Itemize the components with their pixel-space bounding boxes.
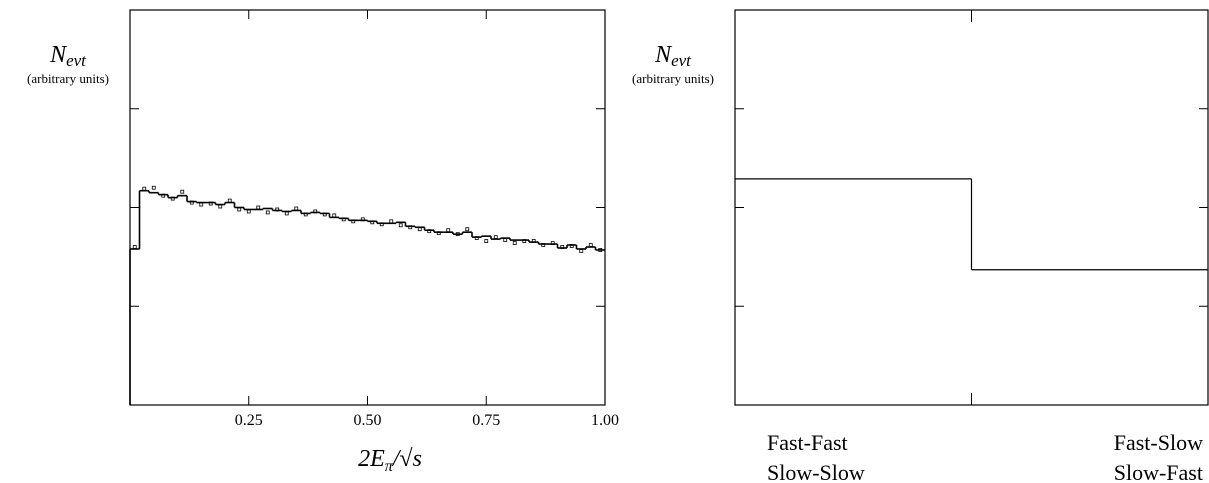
data-point [313,209,318,214]
data-point [265,210,270,215]
data-point [389,219,394,224]
data-point [560,245,565,249]
data-point [484,239,489,243]
data-point [493,235,498,240]
x-tick-label: 0.50 [354,412,382,429]
y-axis-label-note: (arbitrary units) [27,71,109,86]
data-point [151,185,156,190]
data-point [579,249,584,253]
data-point [465,227,470,232]
data-point [398,223,403,228]
data-point [541,243,546,247]
data-point [446,228,451,233]
data-point [379,222,384,227]
data-point [227,198,232,203]
data-point [417,227,422,232]
data-point [284,211,289,216]
data-point [512,241,517,245]
data-point [189,200,194,205]
data-point [360,217,365,222]
data-point [569,244,574,248]
data-point [132,245,137,249]
data-point [474,236,479,241]
data-point [332,213,337,218]
y-axis-label-main: N [49,42,68,68]
data-point [246,209,251,214]
x-category-label: Slow-Fast [1114,460,1203,483]
data-point [142,186,147,191]
data-point [427,229,432,234]
data-point [322,212,327,217]
data-point [598,248,603,252]
data-point [370,220,375,225]
data-point [503,238,508,242]
data-point [199,202,204,207]
y-axis-label-subscript: evt [671,51,692,70]
x-tick-label: 0.25 [235,412,263,429]
data-point [550,241,555,245]
data-point [522,239,527,243]
data-point [180,189,185,194]
x-category-label: Slow-Slow [767,460,865,483]
data-point [208,201,213,206]
y-axis-label: Nevt [654,42,692,70]
data-point [341,217,346,222]
data-point [408,225,413,230]
data-point [351,219,356,224]
data-point [294,206,299,211]
x-axis-label-main: 2E [358,446,385,472]
data-point [256,205,261,210]
data-point [531,239,536,243]
x-axis-label-subscript: π [385,458,394,475]
plot-frame [129,9,606,406]
data-point [170,196,175,201]
x-category-label: Fast-Slow [1114,430,1203,455]
x-tick-label: 1.00 [591,412,619,429]
y-axis-label-main: N [654,42,673,68]
data-point [455,232,460,237]
data-point [588,243,593,247]
data-point [303,212,308,217]
x-axis-label: 2Eπ/√s [358,446,422,475]
y-axis-label: Nevt [49,42,87,70]
x-category-label: Fast-Fast [767,430,848,455]
y-axis-label-note: (arbitrary units) [632,71,714,86]
x-tick-label: 0.75 [472,412,500,429]
data-point [218,204,223,209]
data-point [161,193,166,198]
data-point [275,207,280,212]
x-axis-label-rest: /√s [391,446,422,472]
y-axis-label-subscript: evt [66,51,87,70]
data-point [237,207,242,212]
data-point [436,231,441,236]
